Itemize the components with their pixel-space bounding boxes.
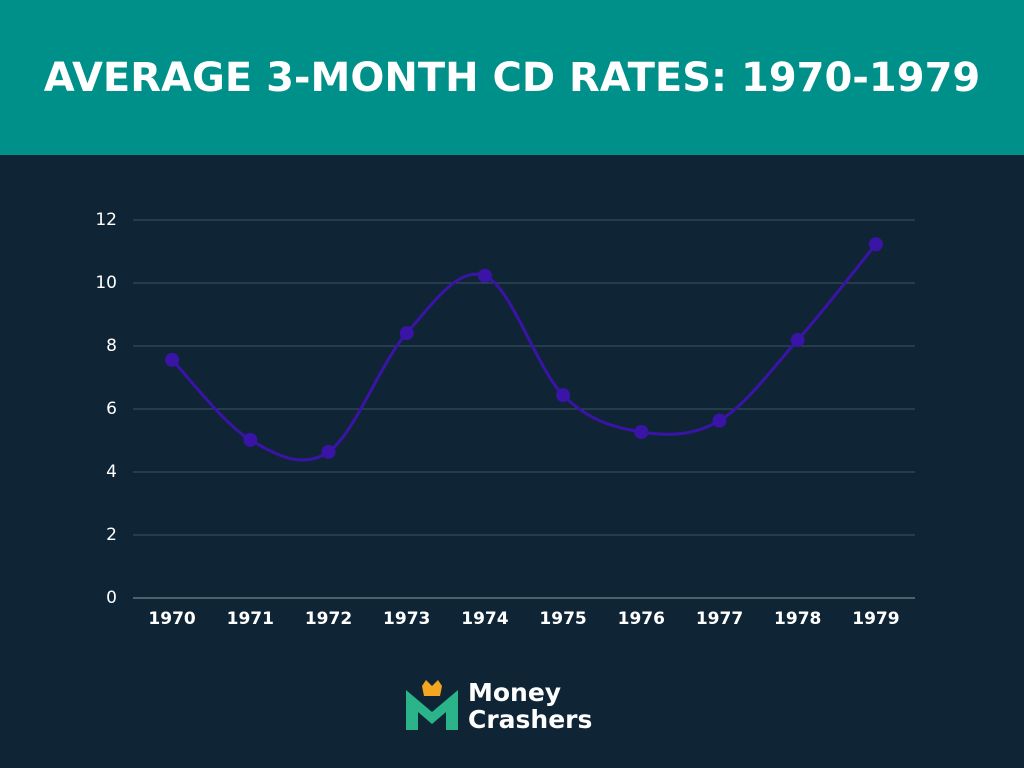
logo: Money Crashers	[406, 678, 592, 734]
y-tick-label: 6	[106, 399, 117, 419]
x-tick-label: 1970	[148, 609, 195, 629]
y-tick-label: 10	[95, 273, 117, 293]
data-point	[243, 432, 258, 447]
logo-crown	[422, 680, 442, 696]
series-line	[171, 243, 878, 462]
x-tick-label: 1977	[696, 609, 743, 629]
y-tick-label: 8	[106, 336, 117, 356]
data-point	[712, 413, 727, 428]
x-tick-label: 1979	[852, 609, 899, 629]
y-tick-label: 4	[106, 462, 117, 482]
data-point	[321, 444, 336, 459]
x-tick-label: 1974	[461, 609, 508, 629]
x-tick-label: 1975	[539, 609, 586, 629]
data-point	[868, 237, 883, 252]
data-point	[477, 268, 492, 283]
y-tick-label: 2	[106, 525, 117, 545]
logo-text: Crashers	[468, 705, 592, 734]
x-tick-label: 1971	[227, 609, 274, 629]
logo-text: Money	[468, 678, 561, 707]
data-point	[556, 388, 571, 403]
data-point	[634, 424, 649, 439]
y-tick-label: 12	[95, 210, 117, 230]
x-tick-label: 1972	[305, 609, 352, 629]
x-tick-label: 1973	[383, 609, 430, 629]
x-tick-label: 1976	[618, 609, 665, 629]
logo-mark	[406, 690, 458, 730]
x-tick-label: 1978	[774, 609, 821, 629]
header	[0, 0, 1024, 155]
chart-title: AVERAGE 3-MONTH CD RATES: 1970-1979	[44, 55, 981, 101]
data-point	[165, 352, 180, 367]
data-point	[790, 333, 805, 348]
y-tick-label: 0	[106, 588, 117, 608]
data-point	[399, 326, 414, 341]
